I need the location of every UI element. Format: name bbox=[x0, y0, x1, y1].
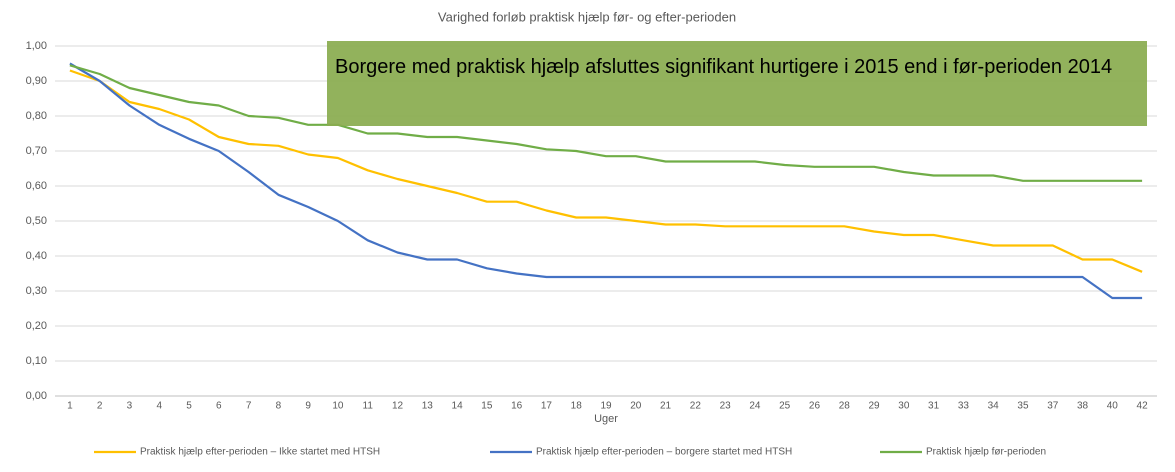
x-tick-label: 23 bbox=[720, 401, 732, 412]
x-tick-label: 4 bbox=[156, 401, 162, 412]
legend-label: Praktisk hjælp efter-perioden – borgere … bbox=[536, 447, 792, 458]
x-tick-label: 8 bbox=[276, 401, 282, 412]
x-tick-label: 22 bbox=[690, 401, 702, 412]
x-tick-label: 2 bbox=[97, 401, 103, 412]
x-tick-label: 15 bbox=[481, 401, 493, 412]
x-tick-label: 28 bbox=[839, 401, 851, 412]
x-tick-label: 25 bbox=[779, 401, 791, 412]
x-tick-label: 24 bbox=[749, 401, 761, 412]
x-tick-label: 7 bbox=[246, 401, 252, 412]
x-tick-label: 20 bbox=[630, 401, 642, 412]
x-tick-label: 42 bbox=[1137, 401, 1149, 412]
x-tick-label: 38 bbox=[1077, 401, 1089, 412]
y-tick-label: 0,00 bbox=[26, 390, 47, 402]
y-tick-label: 0,70 bbox=[26, 145, 47, 157]
legend-label: Praktisk hjælp efter-perioden – Ikke sta… bbox=[140, 447, 380, 458]
y-tick-label: 1,00 bbox=[26, 40, 47, 52]
y-tick-label: 0,10 bbox=[26, 355, 47, 367]
y-tick-label: 0,80 bbox=[26, 110, 47, 122]
x-tick-label: 33 bbox=[958, 401, 970, 412]
x-tick-label: 26 bbox=[809, 401, 821, 412]
x-tick-label: 40 bbox=[1107, 401, 1119, 412]
x-tick-label: 21 bbox=[660, 401, 672, 412]
y-tick-label: 0,50 bbox=[26, 215, 47, 227]
x-tick-label: 3 bbox=[127, 401, 133, 412]
x-tick-label: 31 bbox=[928, 401, 940, 412]
x-tick-label: 11 bbox=[363, 401, 374, 412]
y-tick-label: 0,20 bbox=[26, 320, 47, 332]
y-tick-label: 0,90 bbox=[26, 75, 47, 87]
y-tick-label: 0,60 bbox=[26, 180, 47, 192]
x-tick-label: 37 bbox=[1047, 401, 1059, 412]
legend-label: Praktisk hjælp før-perioden bbox=[926, 447, 1046, 458]
x-tick-label: 35 bbox=[1017, 401, 1029, 412]
x-tick-label: 17 bbox=[541, 401, 553, 412]
x-tick-label: 5 bbox=[186, 401, 192, 412]
annotation: Borgere med praktisk hjælp afsluttes sig… bbox=[327, 41, 1147, 126]
x-tick-label: 30 bbox=[898, 401, 910, 412]
x-tick-label: 13 bbox=[422, 401, 434, 412]
x-tick-label: 19 bbox=[600, 401, 612, 412]
series-line bbox=[69, 62, 1143, 300]
x-tick-label: 10 bbox=[332, 401, 344, 412]
x-tick-label: 9 bbox=[305, 401, 311, 412]
chart-title: Varighed forløb praktisk hjælp før- og e… bbox=[438, 9, 736, 24]
x-tick-label: 1 bbox=[67, 401, 73, 412]
y-tick-label: 0,30 bbox=[26, 285, 47, 297]
x-tick-label: 6 bbox=[216, 401, 222, 412]
x-tick-label: 16 bbox=[511, 401, 523, 412]
x-tick-label: 18 bbox=[571, 401, 583, 412]
series-line bbox=[69, 69, 1143, 273]
y-tick-label: 0,40 bbox=[26, 250, 47, 262]
x-tick-label: 29 bbox=[868, 401, 880, 412]
x-tick-label: 12 bbox=[392, 401, 404, 412]
series-line bbox=[69, 64, 1143, 182]
x-tick-label: 14 bbox=[452, 401, 464, 412]
x-axis-label: Uger bbox=[594, 413, 618, 425]
x-tick-label: 34 bbox=[988, 401, 1000, 412]
